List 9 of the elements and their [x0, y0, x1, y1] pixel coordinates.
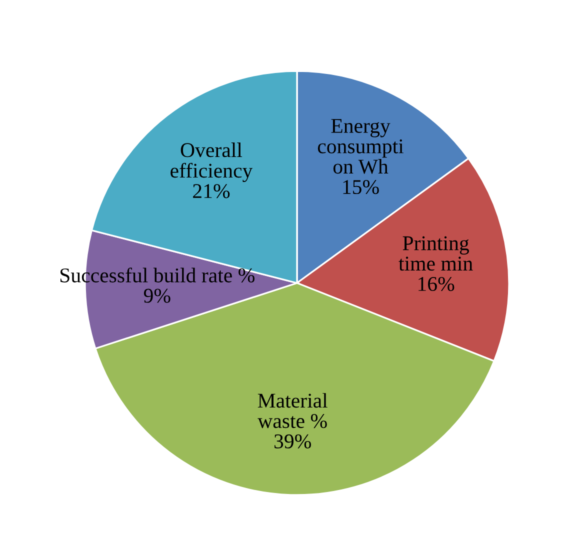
slice-label: Material waste % — [258, 393, 328, 428]
data-label: 39% — [274, 434, 311, 448]
slice-label: Energy consumpti on Wh — [318, 119, 404, 174]
data-label: 15% — [343, 180, 379, 194]
data-label: 21% — [193, 184, 230, 198]
data-label: 9% — [144, 288, 170, 303]
slice-label: Overall efficiency — [170, 142, 253, 182]
slice-label: Printing time min — [398, 236, 473, 271]
data-label: 16% — [418, 276, 454, 292]
